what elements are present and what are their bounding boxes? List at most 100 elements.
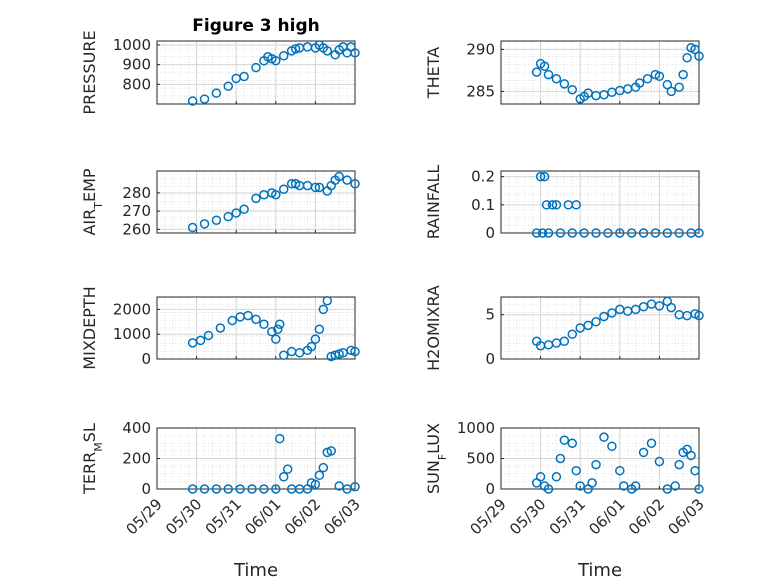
data-point: [619, 481, 629, 491]
data-point: [531, 67, 542, 77]
data-point: [203, 330, 214, 341]
data-point: [599, 432, 609, 442]
data-point: [278, 472, 289, 482]
data-point: [251, 62, 261, 73]
data-point: [195, 335, 206, 346]
data-point: [334, 349, 344, 359]
data-point: [306, 341, 317, 352]
x-tick-label: 05/30: [162, 495, 205, 538]
data-point: [539, 171, 550, 182]
data-point: [350, 481, 360, 492]
data-point: [187, 484, 198, 494]
data-point: [654, 456, 665, 467]
data-point: [690, 465, 700, 476]
data-point: [350, 346, 360, 357]
data-point: [239, 204, 249, 215]
data-point: [535, 472, 546, 482]
data-point: [543, 228, 554, 238]
data-point: [650, 228, 661, 238]
data-point: [662, 228, 673, 238]
y-axis-label: MIXDEPTH: [80, 286, 99, 369]
y-tick-label: 0: [141, 480, 151, 498]
data-point: [662, 484, 673, 494]
data-point: [579, 228, 589, 238]
data-point: [547, 200, 558, 210]
data-point: [567, 228, 578, 238]
data-point: [211, 215, 222, 225]
data-point: [591, 459, 601, 470]
x-tick-label: 06/02: [281, 495, 324, 538]
y-tick-label: 285: [466, 82, 495, 100]
y-tick-label: 0: [485, 350, 495, 368]
y-tick-label: 0: [485, 224, 495, 242]
y-tick-label: 1000: [113, 36, 151, 54]
data-point: [555, 228, 566, 238]
x-axis-label-right: Time: [577, 560, 622, 581]
data-point: [322, 295, 333, 306]
data-point: [599, 311, 609, 322]
data-point: [290, 44, 301, 54]
data-point: [235, 484, 245, 494]
data-point: [251, 193, 261, 204]
data-point: [334, 171, 344, 182]
data-point: [259, 484, 269, 494]
y-tick-label: 900: [122, 56, 151, 74]
data-point: [634, 78, 645, 88]
y-tick-label: 500: [466, 450, 495, 468]
subplot-rainfall: 0 0.1 0.2 RAINFALL: [424, 165, 704, 242]
data-point: [350, 48, 360, 58]
y-tick-label: 260: [122, 220, 151, 238]
data-point: [310, 479, 321, 490]
x-tick-label: 06/01: [585, 495, 628, 538]
data-point: [626, 228, 637, 238]
data-point: [243, 310, 253, 321]
data-point: [567, 438, 578, 448]
y-tick-label: 0.2: [471, 168, 495, 186]
data-point: [567, 329, 578, 339]
data-point: [555, 453, 566, 464]
y-tick-label: 200: [122, 450, 151, 468]
data-point: [666, 302, 677, 313]
x-axis-label-left: Time: [233, 560, 278, 581]
data-point: [259, 319, 269, 330]
y-axis-label: RAINFALL: [424, 165, 443, 240]
y-tick-label: 270: [122, 202, 151, 220]
data-point: [551, 200, 562, 210]
data-point: [638, 447, 649, 458]
axes-box: [156, 40, 356, 105]
data-point: [211, 88, 222, 98]
data-point: [694, 51, 704, 61]
data-point: [278, 51, 289, 61]
data-point: [615, 228, 625, 238]
data-point: [646, 438, 657, 448]
data-point: [231, 208, 241, 218]
data-point: [227, 315, 237, 326]
data-point: [543, 69, 554, 80]
subplot-theta: 285 290 THETA: [424, 40, 704, 105]
data-point: [278, 184, 289, 194]
data-point: [587, 478, 597, 488]
data-point: [559, 336, 570, 347]
y-axis-label: THETA: [424, 47, 443, 99]
data-point: [275, 433, 285, 444]
data-point: [551, 74, 562, 84]
data-point: [666, 86, 677, 97]
data-point: [690, 44, 700, 55]
y-axis-label: AIRTEMP: [80, 168, 105, 235]
data-point: [654, 71, 665, 82]
data-point: [559, 435, 570, 445]
data-point: [567, 84, 578, 95]
y-tick-label: 290: [466, 40, 495, 58]
data-point: [247, 484, 257, 494]
axes-box: [500, 296, 700, 360]
data-point: [282, 464, 293, 474]
x-tick-label: 06/03: [665, 495, 708, 538]
figure-title: Figure 3 high: [192, 16, 320, 36]
data-point: [187, 96, 198, 106]
data-point: [314, 182, 325, 193]
axes-box: [156, 296, 356, 360]
data-point: [571, 465, 581, 476]
